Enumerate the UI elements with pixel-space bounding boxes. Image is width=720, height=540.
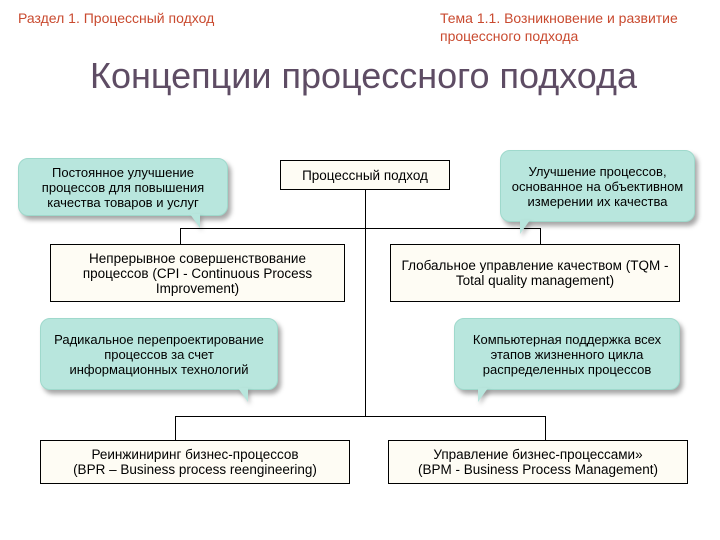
box-tqm: Глобальное управление качеством (TQM - T…	[390, 244, 680, 302]
callout-cpi: Постоянное улучшение процессов для повыш…	[18, 158, 228, 216]
conn-row2-h	[175, 416, 545, 417]
page-title: Концепции процессного подхода	[90, 56, 650, 96]
conn-row2-l	[175, 416, 176, 440]
conn-root-down	[365, 190, 366, 228]
callout-bpr: Радикальное перепроектирование процессов…	[40, 318, 278, 390]
box-cpi: Непрерывное совершенствование процессов …	[50, 244, 345, 302]
conn-mid-v	[365, 228, 366, 416]
conn-row1-r	[540, 228, 541, 244]
callout-bpm-tail	[478, 388, 488, 402]
topic-header: Тема 1.1. Возникновение и развитие проце…	[440, 10, 695, 45]
box-root: Процессный подход	[280, 160, 450, 190]
callout-tqm-tail	[520, 220, 530, 234]
callout-bpr-tail	[238, 388, 248, 402]
box-bpm: Управление бизнес-процессами» (BPM - Bus…	[388, 440, 688, 484]
callout-cpi-tail	[190, 214, 200, 228]
conn-row1-h	[180, 228, 540, 229]
callout-bpm: Компьютерная поддержка всех этапов жизне…	[454, 318, 680, 390]
section-header: Раздел 1. Процессный подход	[18, 10, 214, 26]
callout-tqm: Улучшение процессов, основанное на объек…	[500, 150, 695, 222]
conn-row2-r	[545, 416, 546, 440]
conn-row1-l	[180, 228, 181, 244]
box-bpr: Реинжиниринг бизнес-процессов (BPR – Bus…	[40, 440, 350, 484]
